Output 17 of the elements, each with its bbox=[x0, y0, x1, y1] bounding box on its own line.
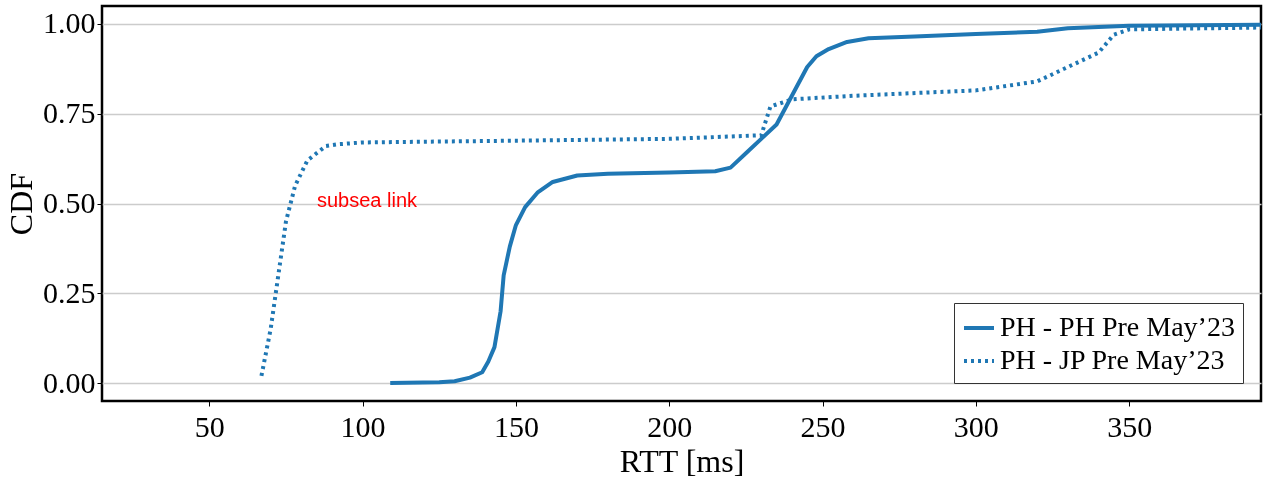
x-tick-label: 150 bbox=[493, 409, 539, 443]
y-tick-label: 1.00 bbox=[43, 6, 96, 40]
y-tick-label: 0.25 bbox=[43, 275, 96, 309]
legend-label: PH - JP Pre May’23 bbox=[1000, 344, 1225, 375]
y-tick-label: 0.75 bbox=[43, 96, 96, 130]
y-tick-label: 0.50 bbox=[43, 186, 96, 219]
y-axis-title: CDF bbox=[3, 172, 39, 236]
annotation: subsea link bbox=[316, 189, 419, 211]
x-tick-label: 50 bbox=[194, 409, 225, 443]
y-tick-label: 0.00 bbox=[43, 365, 96, 399]
x-tick-label: 100 bbox=[340, 409, 386, 443]
x-tick-label: 200 bbox=[647, 409, 693, 443]
legend-label: PH - PH Pre May’23 bbox=[1000, 311, 1235, 342]
x-axis-title: RTT [ms] bbox=[619, 442, 745, 479]
x-tick-label: 250 bbox=[800, 409, 846, 443]
x-tick-label: 300 bbox=[953, 409, 999, 443]
x-tick-label: 350 bbox=[1107, 409, 1153, 443]
